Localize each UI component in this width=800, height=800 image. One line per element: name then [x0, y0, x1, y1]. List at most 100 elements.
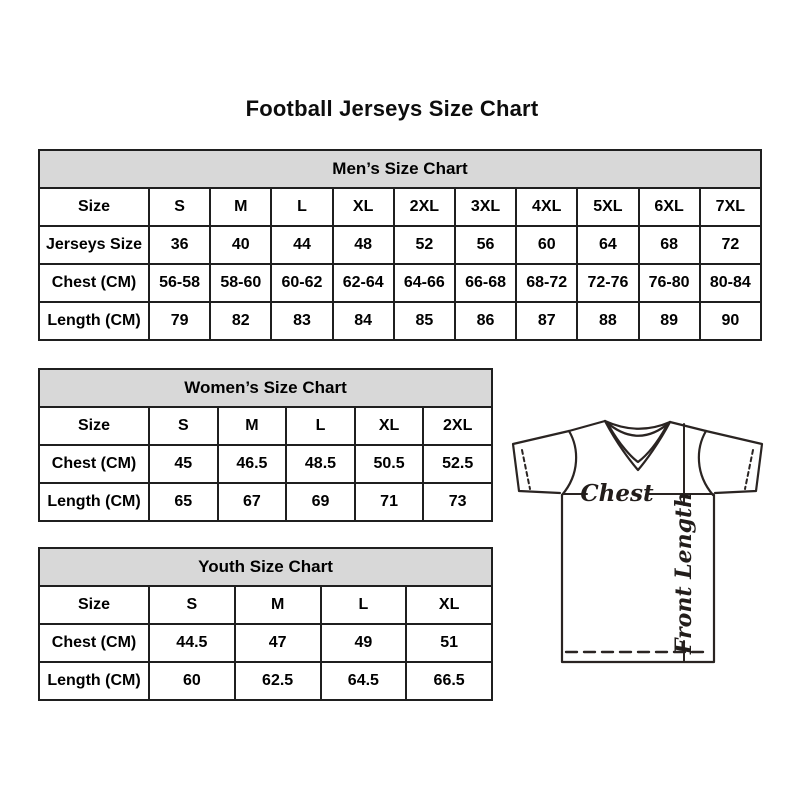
- collar-inner-v: [607, 424, 668, 464]
- value-cell: 46.5: [216, 444, 288, 484]
- col-header-cell: XL: [405, 585, 493, 625]
- value-cell: 83: [270, 301, 334, 341]
- value-cell: 72: [698, 225, 763, 265]
- value-cell: 49: [319, 623, 408, 663]
- value-cell: 52.5: [422, 444, 493, 484]
- value-cell: 56: [453, 225, 518, 265]
- value-cell: 79: [147, 301, 212, 341]
- col-header-cell: M: [209, 187, 273, 227]
- value-cell: 40: [209, 225, 273, 265]
- collar-outer-v: [603, 419, 672, 472]
- jersey-measurement-diagram: Chest Front Length: [511, 419, 764, 664]
- value-cell: 52: [392, 225, 456, 265]
- left-sleeve-seam: [560, 429, 578, 497]
- row-label-cell: Length (CM): [38, 482, 150, 522]
- value-cell: 76-80: [637, 263, 701, 303]
- value-cell: 48.5: [285, 444, 356, 484]
- right-sleeve-seam: [697, 429, 715, 497]
- col-header-cell: L: [319, 585, 408, 625]
- col-header-cell: 7XL: [698, 187, 763, 227]
- youth-size-table: Youth Size Chart Size S M L XL Chest (CM) 44.5 4…: [38, 547, 493, 701]
- col-header-cell: L: [285, 406, 356, 446]
- value-cell: 50.5: [353, 444, 425, 484]
- row-label-cell: Length (CM): [38, 661, 150, 701]
- table-row: Jerseys Size 36 40 44 48 52 56 60 64 68 72: [38, 225, 763, 265]
- row-label-cell: Size: [38, 187, 150, 227]
- col-header-cell: 2XL: [392, 187, 456, 227]
- table-row: Chest (CM) 45 46.5 48.5 50.5 52.5: [38, 444, 493, 484]
- value-cell: 72-76: [576, 263, 640, 303]
- left-cuff-dashed-line: [521, 449, 531, 490]
- col-header-cell: 5XL: [576, 187, 640, 227]
- table-header-row: Size S M L XL 2XL 3XL 4XL 5XL 6XL 7XL: [38, 187, 763, 227]
- value-cell: 86: [453, 301, 518, 341]
- table-row: Chest (CM) 44.5 47 49 51: [38, 623, 493, 663]
- row-label-cell: Jerseys Size: [38, 225, 150, 265]
- jersey-body-outline: [560, 493, 716, 664]
- col-header-cell: M: [233, 585, 322, 625]
- table-row: Length (CM) 79 82 83 84 85 86 87 88 89 90: [38, 301, 763, 341]
- value-cell: 84: [331, 301, 395, 341]
- value-cell: 66.5: [405, 661, 493, 701]
- row-label-cell: Chest (CM): [38, 623, 150, 663]
- table-section-header: Youth Size Chart: [38, 547, 493, 587]
- front-length-label: Front Length: [671, 492, 697, 655]
- row-label-cell: Chest (CM): [38, 263, 150, 303]
- value-cell: 90: [698, 301, 763, 341]
- value-cell: 64: [576, 225, 640, 265]
- value-cell: 62.5: [233, 661, 322, 701]
- value-cell: 44: [270, 225, 334, 265]
- page-title: Football Jerseys Size Chart: [245, 96, 539, 121]
- value-cell: 67: [216, 482, 288, 522]
- value-cell: 89: [637, 301, 701, 341]
- value-cell: 62-64: [331, 263, 395, 303]
- value-cell: 65: [148, 482, 219, 522]
- right-sleeve-outline: [704, 429, 764, 495]
- col-header-cell: S: [148, 406, 219, 446]
- value-cell: 73: [422, 482, 493, 522]
- table-row: Chest (CM) 56-58 58-60 60-62 62-64 64-66 66-68…: [38, 263, 763, 303]
- mens-size-table: Men’s Size Chart Size S M L XL 2XL 3XL 4XL 5XL 6XL…: [38, 149, 763, 341]
- col-header-cell: 2XL: [422, 406, 493, 446]
- table-title: Men’s Size Chart: [38, 149, 762, 189]
- value-cell: 64.5: [319, 661, 408, 701]
- left-sleeve-outline: [511, 429, 571, 495]
- table-title: Women’s Size Chart: [38, 368, 493, 408]
- right-cuff-dashed-line: [744, 449, 754, 490]
- table-row: Length (CM) 60 62.5 64.5 66.5: [38, 661, 493, 701]
- row-label-cell: Length (CM): [38, 301, 150, 341]
- right-shoulder-line: [668, 420, 708, 433]
- col-header-cell: L: [270, 187, 334, 227]
- left-shoulder-line: [567, 419, 607, 433]
- col-header-cell: S: [147, 187, 212, 227]
- value-cell: 60: [148, 661, 236, 701]
- value-cell: 68-72: [515, 263, 579, 303]
- col-header-cell: XL: [331, 187, 395, 227]
- col-header-cell: 4XL: [515, 187, 579, 227]
- value-cell: 66-68: [453, 263, 518, 303]
- value-cell: 68: [637, 225, 701, 265]
- value-cell: 69: [285, 482, 356, 522]
- table-header-row: Size S M L XL: [38, 585, 493, 625]
- value-cell: 71: [353, 482, 425, 522]
- collar-band-arc: [603, 419, 672, 437]
- table-title: Youth Size Chart: [38, 547, 493, 587]
- table-section-header: Women’s Size Chart: [38, 368, 493, 408]
- value-cell: 87: [515, 301, 579, 341]
- row-label-cell: Size: [38, 406, 150, 446]
- col-header-cell: M: [216, 406, 288, 446]
- chest-label: Chest: [580, 480, 654, 507]
- value-cell: 64-66: [392, 263, 456, 303]
- value-cell: 58-60: [209, 263, 273, 303]
- col-header-cell: 6XL: [637, 187, 701, 227]
- table-header-row: Size S M L XL 2XL: [38, 406, 493, 446]
- value-cell: 51: [405, 623, 493, 663]
- value-cell: 85: [392, 301, 456, 341]
- value-cell: 88: [576, 301, 640, 341]
- value-cell: 56-58: [147, 263, 212, 303]
- col-header-cell: S: [148, 585, 236, 625]
- value-cell: 80-84: [698, 263, 763, 303]
- col-header-cell: 3XL: [453, 187, 518, 227]
- row-label-cell: Size: [38, 585, 150, 625]
- value-cell: 45: [148, 444, 219, 484]
